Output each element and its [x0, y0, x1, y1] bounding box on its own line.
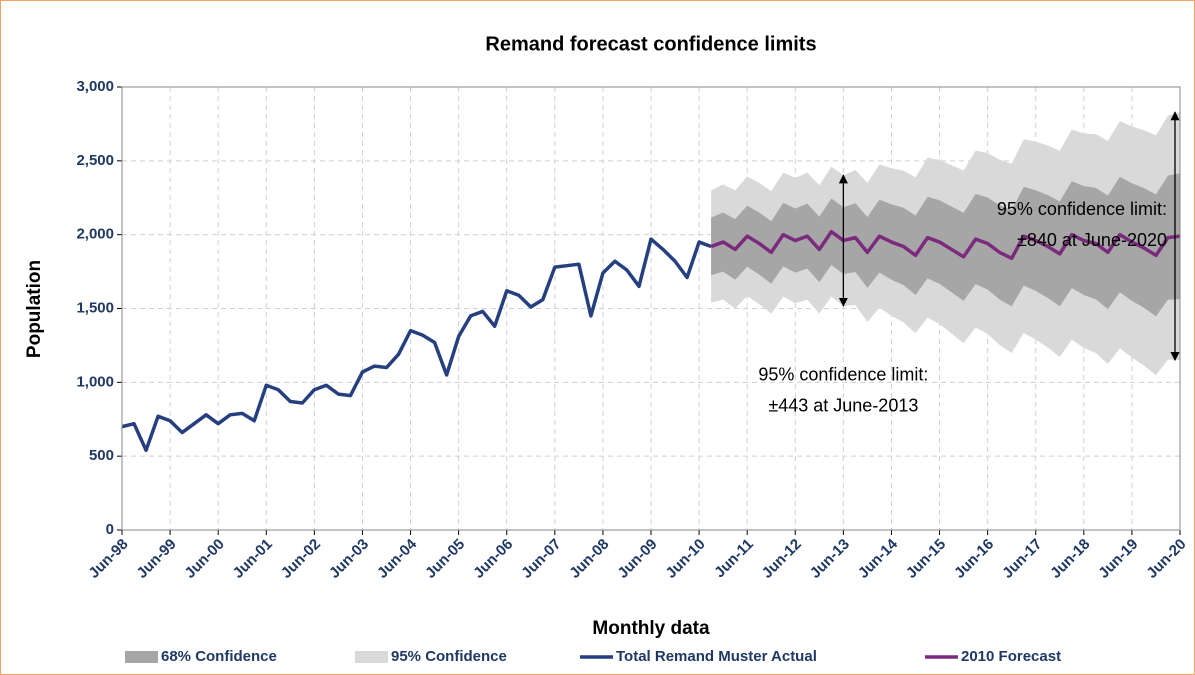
x-axis-title: Monthly data: [592, 618, 710, 639]
annotation-text: 95% confidence limit:: [997, 199, 1167, 219]
plot-border: [121, 86, 1181, 531]
legend-swatch: [125, 651, 158, 663]
annotation-text: ±840 at June-2020: [1017, 230, 1167, 250]
legend-label: 68% Confidence: [161, 648, 277, 665]
y-tick-label: 2,000: [76, 226, 114, 243]
y-tick-label: 0: [106, 521, 114, 538]
annotation-text: ±443 at June-2013: [768, 396, 918, 416]
legend-label: Total Remand Muster Actual: [616, 648, 817, 665]
line-series: [710, 229, 1181, 261]
line-series: [121, 237, 712, 453]
annotation-text: 95% confidence limit:: [758, 365, 928, 385]
legend-label: 2010 Forecast: [961, 648, 1061, 665]
chart-title: Remand forecast confidence limits: [485, 33, 816, 55]
y-tick-label: 1,000: [76, 373, 114, 390]
y-tick-label: 500: [89, 447, 114, 464]
legend-label: 95% Confidence: [391, 648, 507, 665]
y-axis-title: Population: [24, 260, 45, 358]
y-tick-label: 3,000: [76, 78, 114, 95]
y-tick-label: 2,500: [76, 152, 114, 169]
legend-swatch: [355, 651, 388, 663]
y-tick-label: 1,500: [76, 299, 114, 316]
